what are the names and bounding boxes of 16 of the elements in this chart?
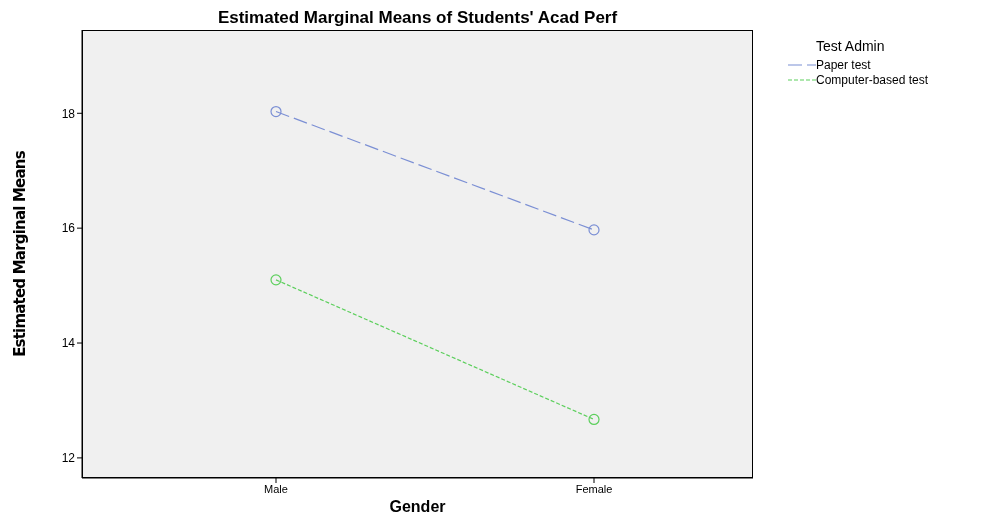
x-tick-label: Male: [264, 482, 288, 495]
chart-title: Estimated Marginal Means of Students' Acad Perf: [216, 8, 619, 28]
y-tick-label: 12: [61, 451, 76, 466]
legend-title: Test Admin: [816, 38, 886, 54]
x-axis-title: Gender: [388, 498, 447, 516]
y-tick-label: 14: [61, 336, 76, 351]
y-tick-label: 18: [61, 106, 76, 121]
legend-label: Computer-based test: [816, 72, 929, 87]
point: [270, 274, 282, 286]
point: [588, 224, 600, 236]
point: [270, 105, 282, 118]
point: [588, 413, 600, 426]
y-axis-title: Estimated Marginal Means: [11, 151, 30, 357]
legend-label: Paper test: [816, 57, 871, 72]
x-tick-label: Female: [575, 482, 613, 495]
y-tick-label: 16: [61, 221, 76, 236]
